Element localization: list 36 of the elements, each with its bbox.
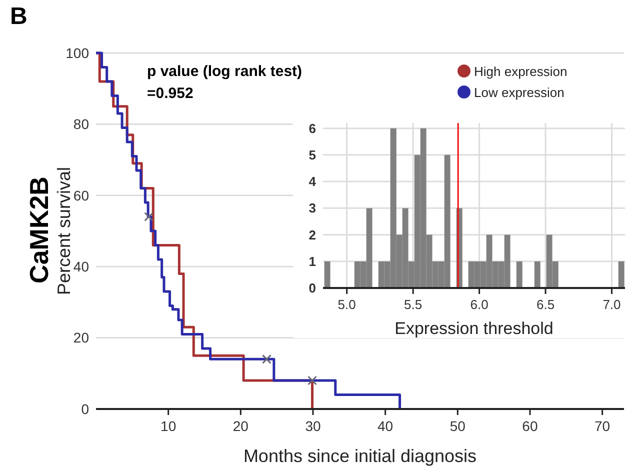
- y-tick-label: 0: [308, 280, 316, 296]
- x-tick-label: 10: [160, 418, 176, 434]
- point: [144, 212, 154, 222]
- y-tick-label: 5: [308, 147, 316, 162]
- text: CaMK2B: [24, 176, 54, 284]
- x-tick-label: 50: [450, 418, 466, 434]
- y-tick-label: 2: [308, 227, 316, 242]
- x-tick-label: 6.5: [536, 297, 555, 312]
- x-tick-label: 70: [594, 418, 610, 434]
- x-tick-label: 5.5: [404, 297, 422, 312]
- point: [262, 354, 272, 364]
- y-tick-label: 0: [81, 400, 90, 417]
- y-tick-label: 3: [308, 200, 316, 216]
- y-tick-label: 20: [73, 330, 90, 346]
- x-tick-label: 40: [378, 418, 394, 434]
- x-axis-title: Expression threshold: [394, 319, 554, 338]
- x-tick-label: 30: [305, 418, 321, 434]
- x-tick-label: 60: [522, 418, 538, 434]
- y-tick-label: 6: [308, 120, 316, 136]
- legend-label: High expression: [474, 64, 568, 79]
- y-tick-label: 4: [308, 174, 317, 190]
- y-tick-label: 1: [308, 254, 316, 269]
- x-axis-title: Months since initial diagnosis: [243, 446, 477, 466]
- x-tick-label: 20: [232, 418, 249, 434]
- text: B: [10, 3, 28, 30]
- y-tick-label: 60: [73, 187, 90, 204]
- x-tick-label: 6.0: [470, 297, 488, 312]
- y-tick-label: 100: [66, 44, 90, 61]
- y-axis-title: Percent survival: [54, 166, 74, 296]
- point: [308, 376, 318, 386]
- legend-label: Low expression: [474, 85, 564, 100]
- y-tick-label: 80: [73, 116, 90, 132]
- x-tick-label: 7.0: [602, 297, 621, 312]
- y-tick-label: 40: [73, 258, 90, 274]
- annotation: p value (log rank test) =0.952: [147, 63, 302, 102]
- x-tick-label: 5.0: [338, 297, 356, 312]
